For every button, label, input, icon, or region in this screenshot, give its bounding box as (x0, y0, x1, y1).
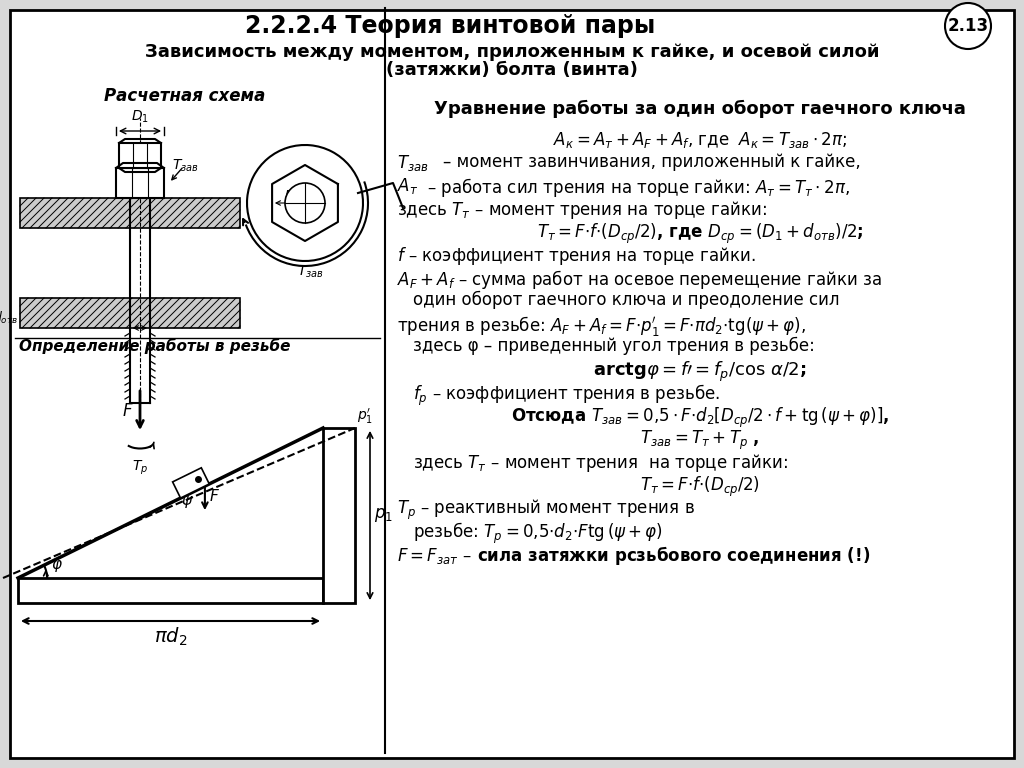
Text: $D_1$: $D_1$ (131, 108, 148, 125)
Bar (116, 168, 164, 198)
Text: $F$: $F$ (209, 488, 220, 504)
Text: $F$: $F$ (122, 402, 134, 420)
Bar (20, 298, 240, 328)
Text: – момент завинчивания, приложенный к гайке,: – момент завинчивания, приложенный к гай… (443, 153, 861, 171)
Text: Определение работы в резьбе: Определение работы в резьбе (19, 338, 291, 354)
Text: 2.13: 2.13 (947, 17, 988, 35)
Bar (119, 143, 161, 168)
Text: $T_т = F{\cdot}f{\cdot}(D_{ср}/2)$, где $D_{ср} = (D_1 + d_{отв})/2$;: $T_т = F{\cdot}f{\cdot}(D_{ср}/2)$, где … (537, 222, 863, 247)
Text: $T_{зав}$: $T_{зав}$ (172, 157, 199, 174)
Bar (323, 428, 355, 603)
Text: $T_{зав}$: $T_{зав}$ (397, 153, 429, 173)
Polygon shape (173, 468, 209, 498)
Text: Уравнение работы за один оборот гаечного ключа: Уравнение работы за один оборот гаечного… (434, 100, 966, 118)
Text: $A_F + A_f$ – сумма работ на осевое перемещение гайки за: $A_F + A_f$ – сумма работ на осевое пере… (397, 268, 882, 291)
Text: $T_{зав} = T_т + T_р$ ,: $T_{зав} = T_т + T_р$ , (640, 429, 760, 452)
Text: $f$ – коэффициент трения на торце гайки.: $f$ – коэффициент трения на торце гайки. (397, 245, 756, 267)
Text: здесь $T_т$ – момент трения  на торце гайки:: здесь $T_т$ – момент трения на торце гай… (413, 452, 788, 474)
Circle shape (285, 183, 325, 223)
Text: Зависимость между моментом, приложенным к гайке, и осевой силой: Зависимость между моментом, приложенным … (144, 43, 880, 61)
Text: здесь φ – приведенный угол трения в резьбе:: здесь φ – приведенный угол трения в резь… (413, 337, 815, 356)
Text: $T_р$: $T_р$ (132, 459, 148, 477)
Text: $D_1$: $D_1$ (284, 189, 300, 204)
Text: резьбе: $T_р = 0{,}5{\cdot}d_2{\cdot}F\mathrm{tg}\,(\psi + \varphi)$: резьбе: $T_р = 0{,}5{\cdot}d_2{\cdot}F\m… (413, 521, 663, 546)
Text: $d_{отв}$: $d_{отв}$ (0, 310, 18, 326)
Text: (затяжки) болта (винта): (затяжки) болта (винта) (386, 61, 638, 79)
Text: $f_р$ – коэффициент трения в резьбе.: $f_р$ – коэффициент трения в резьбе. (413, 383, 720, 409)
Text: – работа сил трения на торце гайки: $A_т = T_т \cdot 2\pi$,: – работа сил трения на торце гайки: $A_т… (427, 176, 850, 199)
Text: $A_к = A_т + A_F + A_f$, где  $A_к = T_{зав} \cdot 2\pi$;: $A_к = A_т + A_F + A_f$, где $A_к = T_{з… (553, 130, 847, 150)
Text: $A_т$: $A_т$ (397, 176, 419, 196)
Bar (18, 578, 323, 603)
Text: φ: φ (51, 557, 61, 572)
Text: $p_1'$: $p_1'$ (357, 407, 373, 426)
Text: Расчетная схема: Расчетная схема (104, 87, 265, 105)
Text: Отсюда $T_{зав} = 0{,}5 \cdot F{\cdot}d_2[D_{ср}/2 \cdot f + \mathrm{tg}\,(\psi : Отсюда $T_{зав} = 0{,}5 \cdot F{\cdot}d_… (511, 406, 889, 430)
Text: здесь $T_т$ – момент трения на торце гайки:: здесь $T_т$ – момент трения на торце гай… (397, 199, 767, 221)
Text: $\mathbf{arctg}\varphi = f\prime = f_р/\cos\,\alpha/2$;: $\mathbf{arctg}\varphi = f\prime = f_р/\… (593, 360, 807, 384)
Text: один оборот гаечного ключа и преодоление сил: один оборот гаечного ключа и преодоление… (413, 291, 840, 310)
Text: $\pi d_2$: $\pi d_2$ (154, 626, 187, 648)
Text: $T_т = F{\cdot}f{\cdot}(D_{ср}/2)$: $T_т = F{\cdot}f{\cdot}(D_{ср}/2)$ (640, 475, 760, 499)
Text: ψ: ψ (181, 493, 190, 508)
Text: трения в резьбе: $A_F + A_f = F{\cdot}p_1' = F{\cdot}\pi d_2{\cdot}\mathrm{tg}(\: трения в резьбе: $A_F + A_f = F{\cdot}p_… (397, 314, 806, 338)
Text: $T_р$ – реактивный момент трения в: $T_р$ – реактивный момент трения в (397, 498, 695, 522)
Circle shape (945, 3, 991, 49)
Text: $p_1$: $p_1$ (374, 507, 393, 525)
Text: 2.2.2.4 Теория винтовой пары: 2.2.2.4 Теория винтовой пары (245, 14, 655, 38)
Bar (20, 198, 240, 228)
Text: $F = F_{зат}$ – сила затяжки рcзьбового соединения (!): $F = F_{зат}$ – сила затяжки рcзьбового … (397, 544, 870, 567)
Text: $T_{зав}$: $T_{зав}$ (297, 264, 324, 280)
